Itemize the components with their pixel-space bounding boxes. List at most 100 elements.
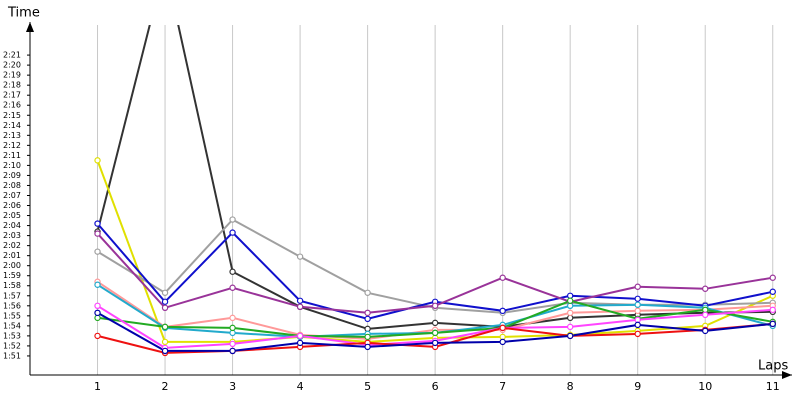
y-tick-label: 2:00 bbox=[3, 261, 21, 270]
y-tick-label: 1:54 bbox=[3, 321, 21, 330]
point bbox=[566, 332, 574, 340]
point bbox=[364, 333, 371, 341]
point bbox=[702, 327, 709, 335]
point bbox=[431, 319, 439, 327]
point bbox=[161, 323, 169, 331]
point bbox=[229, 216, 236, 223]
y-tick-label: 1:56 bbox=[3, 301, 21, 310]
y-axis-arrow bbox=[26, 22, 34, 32]
point bbox=[364, 343, 371, 351]
point bbox=[364, 289, 371, 296]
x-tick-label: 8 bbox=[567, 380, 574, 393]
y-tick-label: 2:13 bbox=[3, 131, 21, 140]
point bbox=[296, 297, 304, 304]
y-tick-label: 2:06 bbox=[3, 201, 21, 210]
point bbox=[566, 309, 574, 317]
point bbox=[94, 309, 101, 317]
point bbox=[499, 338, 506, 346]
y-tick-label: 1:57 bbox=[3, 291, 21, 300]
point bbox=[94, 220, 101, 227]
y-tick-label: 2:16 bbox=[3, 101, 21, 110]
point bbox=[499, 324, 506, 332]
x-tick-label: 3 bbox=[229, 380, 236, 393]
y-tick-label: 1:52 bbox=[3, 341, 21, 350]
point bbox=[566, 297, 574, 304]
x-tick-label: 2 bbox=[162, 380, 169, 393]
point bbox=[634, 301, 641, 308]
x-tick-label: 1 bbox=[94, 380, 101, 393]
point bbox=[431, 339, 439, 347]
point bbox=[94, 302, 101, 310]
x-axis-label: Laps bbox=[758, 359, 788, 374]
point bbox=[769, 320, 776, 328]
point bbox=[296, 303, 304, 311]
y-tick-label: 2:10 bbox=[3, 161, 21, 170]
y-tick-label: 2:12 bbox=[3, 141, 21, 150]
y-tick-label: 2:05 bbox=[3, 211, 21, 220]
point bbox=[499, 274, 506, 281]
point bbox=[499, 307, 506, 315]
point bbox=[229, 324, 236, 332]
y-tick-label: 1:58 bbox=[3, 281, 21, 290]
point bbox=[634, 283, 641, 290]
y-tick-label: 2:15 bbox=[3, 111, 21, 120]
y-axis-label: Time bbox=[7, 6, 40, 21]
y-tick-label: 2:19 bbox=[3, 71, 21, 80]
point bbox=[229, 347, 236, 355]
y-tick-label: 1:51 bbox=[3, 351, 21, 360]
point bbox=[229, 268, 236, 275]
point bbox=[296, 253, 304, 260]
y-tick-label: 2:02 bbox=[3, 241, 21, 250]
point bbox=[229, 229, 236, 236]
point bbox=[769, 274, 776, 281]
point bbox=[702, 285, 709, 292]
x-tick-label: 6 bbox=[432, 380, 439, 393]
y-tick-label: 1:55 bbox=[3, 311, 21, 320]
point bbox=[431, 329, 439, 337]
point bbox=[364, 315, 371, 323]
y-tick-label: 1:53 bbox=[3, 331, 21, 340]
x-axis-arrow bbox=[782, 371, 792, 379]
point bbox=[161, 338, 169, 346]
point bbox=[566, 323, 574, 331]
point bbox=[161, 298, 169, 305]
y-tick-label: 2:03 bbox=[3, 231, 21, 240]
x-tick-label: 4 bbox=[297, 380, 304, 393]
x-tick-label: 11 bbox=[766, 380, 780, 393]
point bbox=[94, 332, 101, 340]
point bbox=[161, 347, 169, 355]
point bbox=[229, 314, 236, 322]
point bbox=[229, 284, 236, 291]
point bbox=[769, 306, 776, 314]
point bbox=[364, 309, 371, 317]
point bbox=[296, 339, 304, 347]
point bbox=[94, 248, 101, 255]
y-tick-label: 2:11 bbox=[3, 151, 21, 160]
y-tick-label: 2:18 bbox=[3, 81, 21, 90]
y-tick-label: 2:04 bbox=[3, 221, 21, 230]
point bbox=[634, 330, 641, 338]
point bbox=[94, 281, 101, 288]
y-tick-label: 2:20 bbox=[3, 61, 21, 70]
y-tick-label: 2:09 bbox=[3, 171, 21, 180]
point bbox=[161, 304, 169, 312]
x-tick-label: 7 bbox=[499, 380, 506, 393]
point bbox=[229, 340, 236, 348]
y-tick-label: 2:21 bbox=[3, 51, 21, 60]
point bbox=[94, 230, 101, 237]
y-tick-label: 2:07 bbox=[3, 191, 21, 200]
y-tick-label: 2:08 bbox=[3, 181, 21, 190]
x-tick-label: 10 bbox=[698, 380, 712, 393]
x-tick-label: 5 bbox=[364, 380, 371, 393]
x-tick-label: 9 bbox=[634, 380, 641, 393]
point bbox=[634, 321, 641, 329]
point bbox=[94, 157, 101, 164]
y-tick-label: 1:59 bbox=[3, 271, 21, 280]
point bbox=[634, 295, 641, 302]
y-tick-label: 2:14 bbox=[3, 121, 21, 130]
point bbox=[161, 289, 169, 296]
point bbox=[769, 288, 776, 295]
point bbox=[431, 302, 439, 310]
point bbox=[296, 332, 304, 340]
